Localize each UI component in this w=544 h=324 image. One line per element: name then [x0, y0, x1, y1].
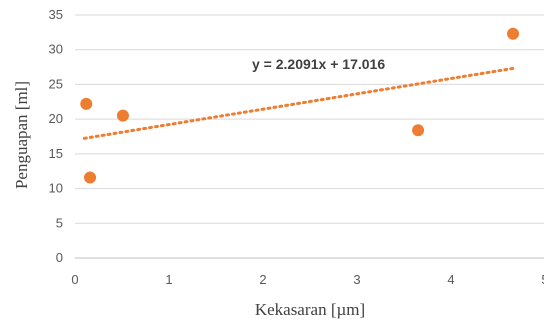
y-axis-title: Penguapan [ml] — [12, 81, 31, 189]
y-tick-label: 35 — [49, 7, 63, 22]
y-tick-label: 20 — [49, 111, 63, 126]
x-axis-title: Kekasaran [µm] — [255, 300, 365, 319]
x-tick-labels: 0 1 2 3 4 5 — [71, 272, 544, 287]
data-point — [80, 97, 93, 110]
y-tick-label: 5 — [56, 215, 63, 230]
data-point — [84, 171, 97, 184]
data-points — [80, 27, 520, 184]
trendline-equation: y = 2.2091x + 17.016 — [252, 56, 385, 72]
y-tick-label: 10 — [49, 181, 63, 196]
data-point — [507, 27, 520, 40]
x-tick-label: 2 — [259, 272, 266, 287]
gridlines — [75, 14, 544, 224]
data-point — [412, 124, 425, 137]
trendline — [82, 66, 515, 140]
x-tick-label: 5 — [541, 272, 544, 287]
x-tick-label: 0 — [71, 272, 78, 287]
x-tick-label: 1 — [165, 272, 172, 287]
data-point — [116, 109, 129, 122]
y-tick-label: 25 — [49, 76, 63, 91]
x-tick-label: 3 — [353, 272, 360, 287]
y-tick-label: 15 — [49, 146, 63, 161]
y-tick-labels: 0 5 10 15 20 25 30 35 — [49, 7, 63, 265]
y-tick-label: 0 — [56, 250, 63, 265]
y-tick-label: 30 — [49, 42, 63, 57]
trendline-group — [82, 66, 515, 140]
x-tick-label: 4 — [447, 272, 454, 287]
